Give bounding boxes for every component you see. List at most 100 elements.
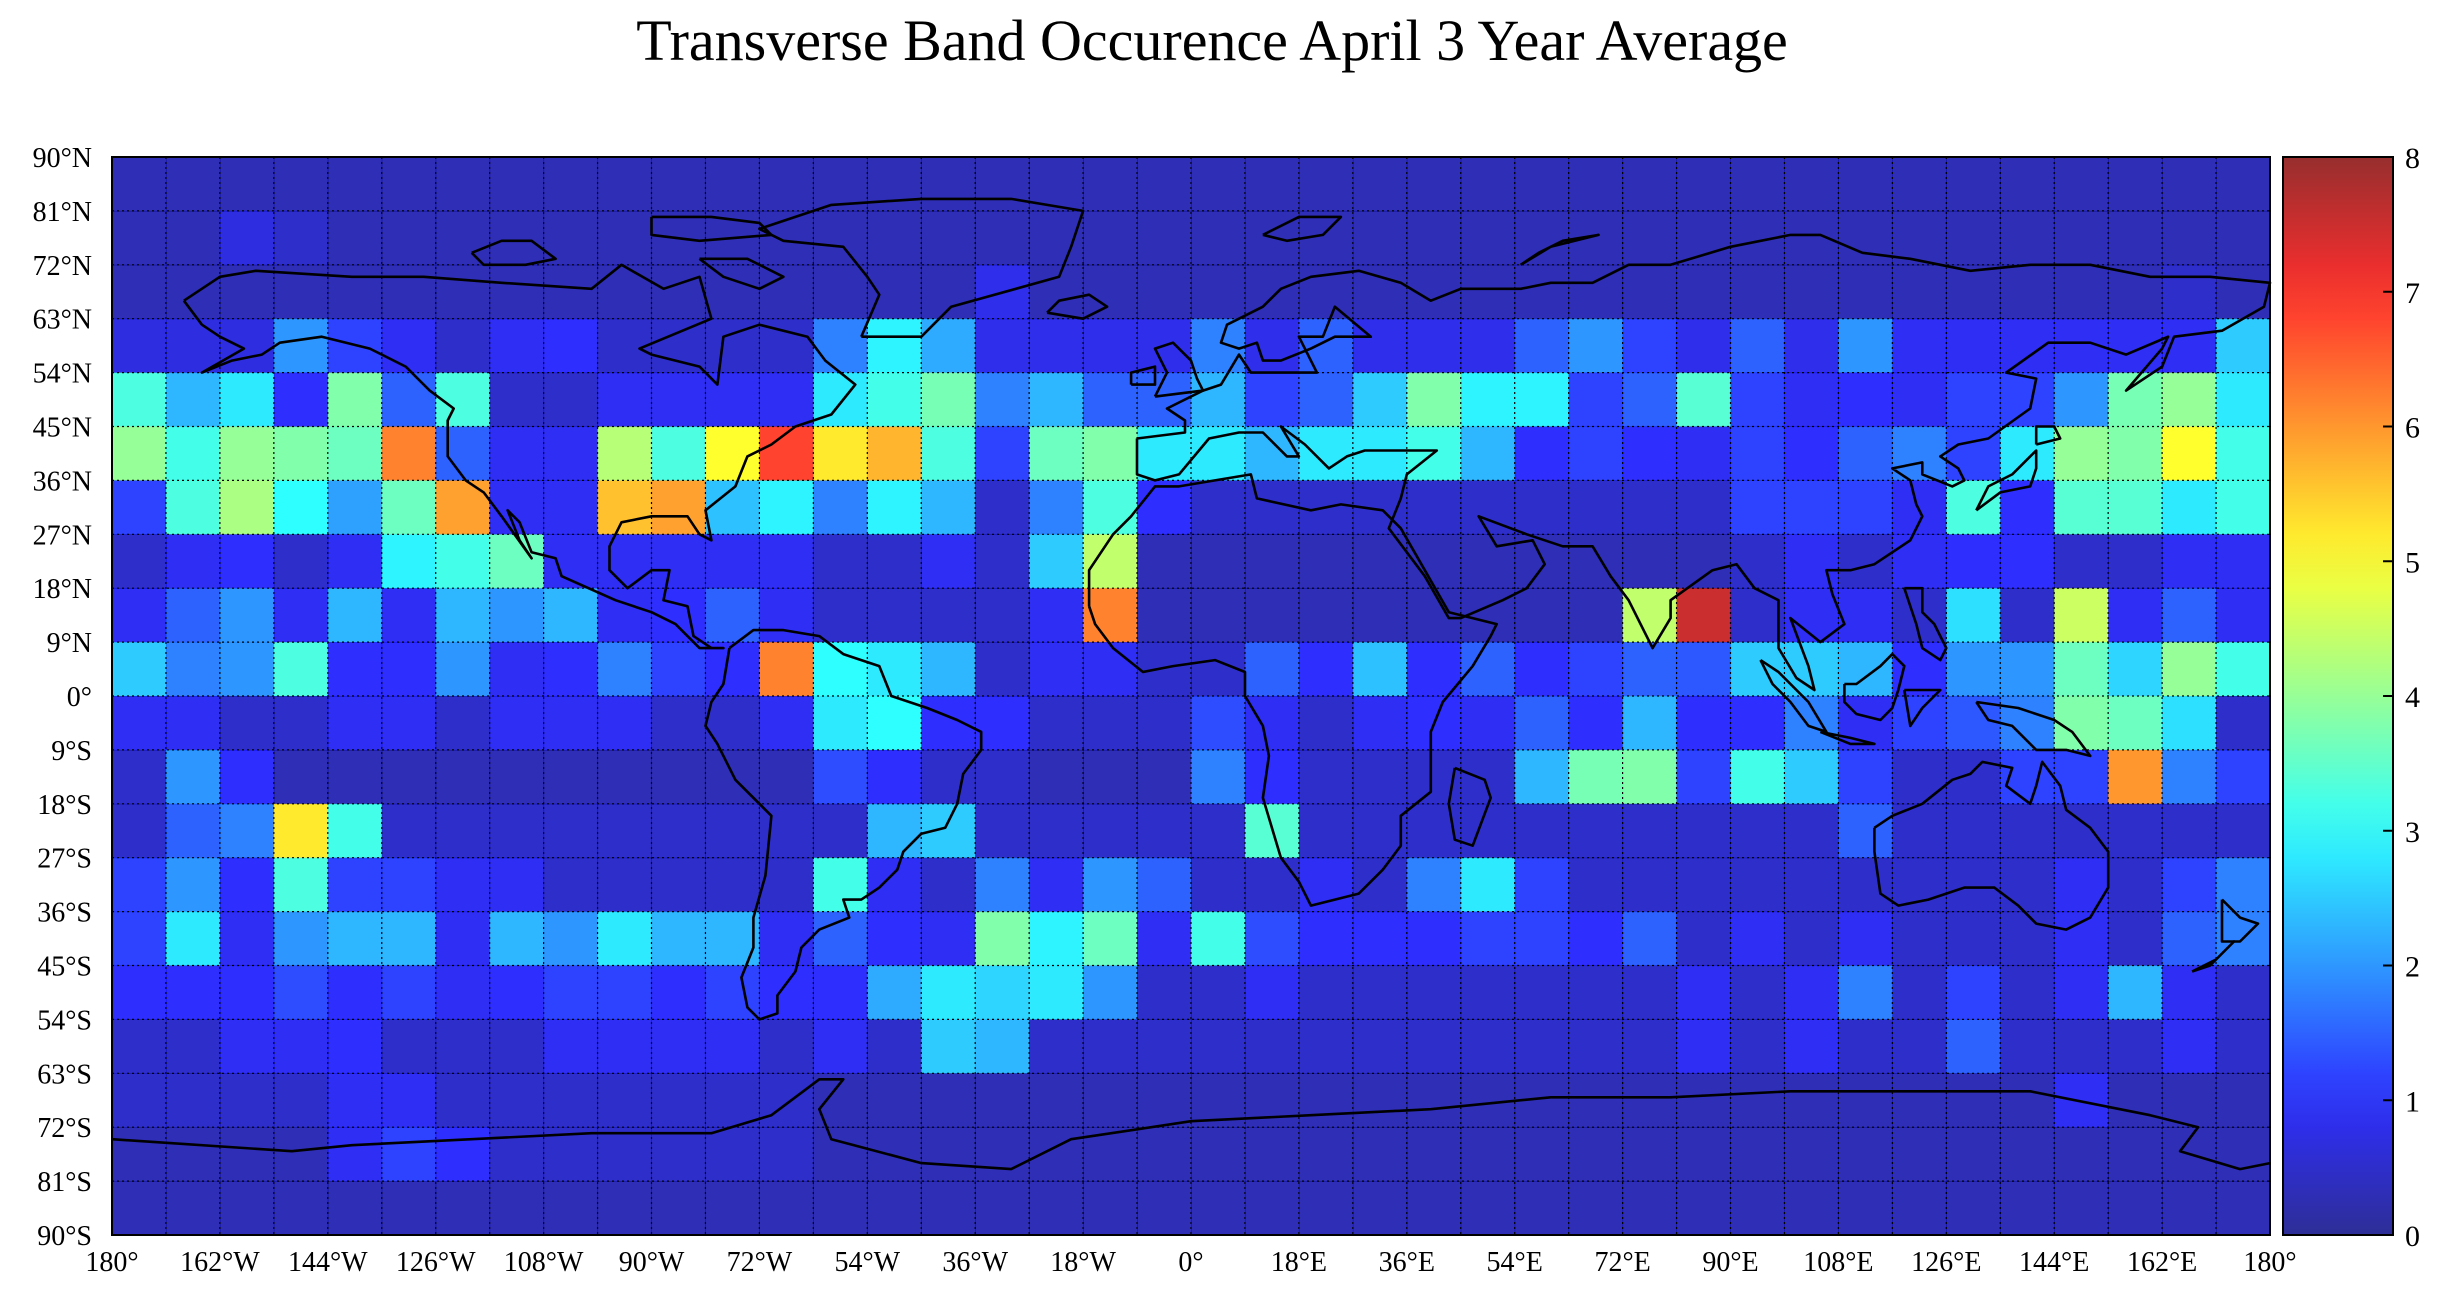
heatmap-cell — [219, 1181, 275, 1236]
heatmap-cell — [1838, 480, 1893, 535]
heatmap-cell — [1892, 1127, 1947, 1182]
heatmap-cell — [1622, 1127, 1678, 1182]
heatmap-cell — [1838, 642, 1893, 697]
coastline — [2191, 940, 2236, 973]
y-tick-label: 72°N — [33, 251, 92, 282]
heatmap-cell — [489, 534, 545, 589]
heatmap-cell — [219, 749, 275, 805]
heatmap-cell — [1892, 157, 1947, 212]
heatmap-cell — [1514, 642, 1570, 697]
heatmap-cell — [1676, 318, 1731, 374]
coastline — [1046, 293, 1109, 320]
heatmap-cell — [1191, 318, 1246, 374]
heatmap-cell — [543, 857, 599, 913]
heatmap-cell — [112, 1073, 167, 1128]
heatmap-cell — [1838, 264, 1893, 320]
heatmap-cell — [219, 318, 275, 374]
heatmap-cell — [1244, 1073, 1300, 1128]
heatmap-cell — [1622, 642, 1678, 697]
coastline — [1262, 215, 1343, 243]
heatmap-cell — [1029, 642, 1084, 697]
heatmap-cell — [112, 803, 167, 859]
heatmap-cell — [1460, 157, 1516, 212]
heatmap-cell — [165, 749, 221, 805]
heatmap-cell — [1352, 696, 1408, 751]
heatmap-cell — [1946, 157, 2001, 212]
heatmap-cell — [1460, 426, 1516, 481]
heatmap-cell — [1730, 534, 1785, 589]
heatmap-cell — [1298, 857, 1354, 913]
heatmap-cell — [273, 426, 329, 481]
heatmap-cell — [543, 1019, 599, 1074]
heatmap-cell — [867, 534, 922, 589]
heatmap-cell — [1730, 426, 1785, 481]
y-tick-label: 63°N — [33, 305, 92, 336]
heatmap-cell — [2054, 264, 2109, 320]
heatmap-cell — [1622, 965, 1678, 1020]
heatmap-cell — [2216, 480, 2271, 535]
heatmap-cell — [1191, 965, 1246, 1020]
coastline — [698, 257, 785, 291]
x-tick-label: 90°E — [1702, 1247, 1758, 1278]
heatmap-cell — [1514, 965, 1570, 1020]
coastline — [111, 1078, 2271, 1171]
heatmap-cell — [2000, 426, 2055, 481]
heatmap-cell — [1622, 264, 1678, 320]
heatmap-cell — [597, 911, 652, 966]
heatmap-cell — [435, 210, 491, 266]
heatmap-cells — [112, 157, 2271, 1236]
heatmap-cell — [1784, 1127, 1839, 1182]
coastline — [1975, 700, 2092, 758]
heatmap-cell — [759, 1127, 814, 1182]
heatmap-cell — [1029, 749, 1084, 805]
heatmap-cell — [1406, 965, 1462, 1020]
heatmap-cell — [1352, 749, 1408, 805]
heatmap-cell — [2108, 318, 2163, 374]
heatmap-cell — [2054, 1127, 2109, 1182]
heatmap-cell — [2054, 588, 2109, 643]
y-tick-label: 18°N — [33, 574, 92, 605]
heatmap-cell — [112, 318, 167, 374]
heatmap-cell — [1946, 911, 2001, 966]
heatmap-cell — [1406, 157, 1462, 212]
heatmap-cell — [1676, 372, 1731, 427]
heatmap-cell — [2108, 588, 2163, 643]
heatmap-cell — [273, 857, 329, 913]
heatmap-cell — [1244, 1019, 1300, 1074]
heatmap-cell — [489, 318, 545, 374]
heatmap-cell — [921, 210, 976, 266]
heatmap-cell — [1730, 318, 1785, 374]
heatmap-cell — [381, 426, 437, 481]
heatmap-cell — [1352, 642, 1408, 697]
heatmap-cell — [2108, 480, 2163, 535]
heatmap-cell — [1244, 588, 1300, 643]
heatmap-cell — [975, 480, 1030, 535]
heatmap-cell — [2108, 857, 2163, 913]
heatmap-cell — [2162, 264, 2217, 320]
heatmap-cell — [867, 803, 922, 859]
heatmap-cell — [705, 696, 760, 751]
heatmap-cell — [1730, 749, 1785, 805]
heatmap-cell — [1622, 1019, 1678, 1074]
heatmap-cell — [759, 1181, 814, 1236]
heatmap-cell — [1460, 911, 1516, 966]
heatmap-cell — [1406, 210, 1462, 266]
heatmap-cell — [1514, 696, 1570, 751]
heatmap-cell — [2216, 318, 2271, 374]
heatmap-cell — [1460, 264, 1516, 320]
heatmap-cell — [1730, 1019, 1785, 1074]
coastline — [758, 197, 1085, 338]
heatmap-cell — [921, 749, 976, 805]
heatmap-cell — [2108, 426, 2163, 481]
heatmap-cell — [381, 1073, 437, 1128]
heatmap-cell — [327, 1019, 383, 1074]
heatmap-cell — [435, 372, 491, 427]
heatmap-cell — [1784, 157, 1839, 212]
heatmap-cell — [1298, 1127, 1354, 1182]
heatmap-cell — [489, 210, 545, 266]
heatmap-cell — [112, 210, 167, 266]
heatmap-cell — [1622, 1181, 1678, 1236]
heatmap-cell — [2162, 1181, 2217, 1236]
heatmap-cell — [867, 210, 922, 266]
heatmap-cell — [2000, 534, 2055, 589]
